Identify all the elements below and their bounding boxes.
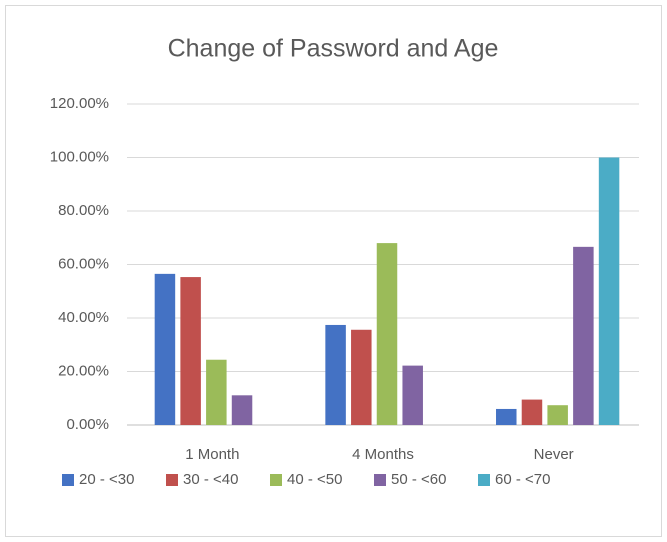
legend-label: 50 - <60 bbox=[391, 471, 446, 488]
legend-swatch bbox=[374, 474, 386, 486]
x-tick-label: 4 Months bbox=[352, 446, 414, 463]
bar bbox=[598, 157, 620, 425]
bar bbox=[573, 246, 594, 425]
legend-swatch bbox=[270, 474, 282, 486]
y-tick-label: 20.00% bbox=[58, 362, 109, 379]
legend-swatch bbox=[62, 474, 74, 486]
bar bbox=[402, 365, 423, 425]
bar bbox=[154, 273, 176, 425]
y-tick-label: 60.00% bbox=[58, 255, 109, 272]
legend-label: 30 - <40 bbox=[183, 471, 238, 488]
bar bbox=[496, 408, 517, 425]
x-tick-label: 1 Month bbox=[185, 446, 239, 463]
y-tick-label: 80.00% bbox=[58, 202, 109, 219]
y-tick-label: 40.00% bbox=[58, 309, 109, 326]
y-tick-label: 120.00% bbox=[50, 95, 109, 112]
chart-border bbox=[5, 5, 662, 537]
x-tick-label: Never bbox=[534, 446, 574, 463]
legend-swatch bbox=[478, 474, 490, 486]
y-tick-label: 100.00% bbox=[50, 148, 109, 165]
legend-label: 60 - <70 bbox=[495, 471, 550, 488]
bar bbox=[206, 359, 227, 425]
legend-swatch bbox=[166, 474, 178, 486]
chart-title: Change of Password and Age bbox=[168, 35, 499, 63]
y-tick-label: 0.00% bbox=[66, 416, 109, 433]
bar bbox=[547, 405, 568, 425]
bar bbox=[521, 399, 543, 425]
bar bbox=[231, 395, 253, 425]
bar bbox=[325, 324, 346, 425]
bar bbox=[351, 329, 372, 425]
legend-label: 20 - <30 bbox=[79, 471, 134, 488]
bar bbox=[376, 243, 398, 425]
legend-label: 40 - <50 bbox=[287, 471, 342, 488]
bar bbox=[180, 277, 201, 425]
